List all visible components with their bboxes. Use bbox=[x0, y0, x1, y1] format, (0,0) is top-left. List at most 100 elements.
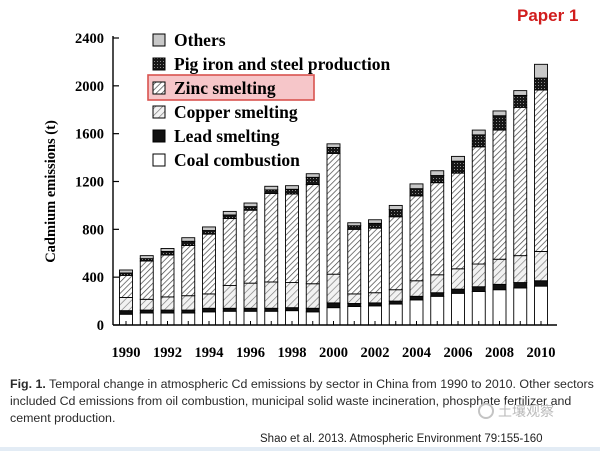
bar-segment bbox=[264, 193, 279, 283]
bar-segment bbox=[119, 274, 133, 298]
bars-group bbox=[119, 63, 548, 326]
bar-segment bbox=[264, 185, 279, 191]
bar-segment bbox=[139, 260, 154, 300]
x-tick-label: 2008 bbox=[485, 345, 514, 361]
bar-segment bbox=[181, 237, 196, 242]
bar-segment bbox=[471, 129, 486, 136]
legend-label: Copper smelting bbox=[174, 102, 298, 122]
bar-segment bbox=[471, 291, 486, 326]
bar-segment bbox=[534, 285, 548, 326]
bar-segment bbox=[368, 292, 382, 304]
bar-segment bbox=[492, 115, 507, 131]
caption-text: Temporal change in atmospheric Cd emissi… bbox=[10, 377, 594, 425]
bar-segment bbox=[471, 263, 486, 288]
x-tick-label: 1996 bbox=[236, 345, 265, 361]
bar-segment bbox=[430, 170, 445, 176]
ticks-group: 0 400 800 1200 1600 2000 2400 1990 1992 1994 1996 1… bbox=[75, 31, 556, 361]
bar-segment bbox=[326, 273, 341, 304]
bar-segment bbox=[492, 283, 507, 291]
bottom-bar bbox=[0, 447, 600, 451]
bar-segment bbox=[430, 295, 445, 326]
bar-segment bbox=[305, 173, 320, 178]
bar-segment bbox=[368, 219, 382, 224]
bar-segment bbox=[451, 160, 465, 174]
bar-segment bbox=[409, 183, 424, 190]
y-tick-label: 0 bbox=[97, 318, 104, 334]
y-tick-label: 1200 bbox=[75, 175, 104, 191]
bar-segment bbox=[347, 228, 362, 295]
legend-label: Zinc smelting bbox=[174, 78, 276, 98]
bar-segment bbox=[534, 63, 548, 79]
bar-segment bbox=[139, 298, 154, 311]
bar-segment bbox=[326, 302, 341, 309]
bar-segment bbox=[388, 204, 403, 211]
legend-swatch bbox=[152, 129, 166, 143]
bar-segment bbox=[534, 251, 548, 282]
x-tick-label: 2006 bbox=[444, 345, 473, 361]
bar-segment bbox=[202, 233, 216, 295]
bar-segment bbox=[347, 225, 362, 230]
bar-segment bbox=[451, 268, 465, 290]
bar-segment bbox=[202, 226, 216, 231]
bar-segment bbox=[160, 296, 175, 311]
bar-segment bbox=[326, 152, 341, 275]
bar-segment bbox=[181, 245, 196, 297]
bar-segment bbox=[202, 230, 216, 235]
y-tick-label: 1600 bbox=[75, 127, 104, 143]
bar-segment bbox=[492, 129, 507, 260]
bar-segment bbox=[222, 218, 237, 286]
figure-caption: Fig. 1. Temporal change in atmospheric C… bbox=[10, 376, 595, 427]
legend-swatch bbox=[152, 153, 166, 167]
bar-segment bbox=[160, 254, 175, 298]
bar-segment bbox=[513, 94, 528, 108]
bar-segment bbox=[409, 188, 424, 197]
bar-segment bbox=[160, 251, 175, 256]
bar-segment bbox=[451, 155, 465, 162]
bar-segment bbox=[264, 281, 279, 309]
x-tick-label: 2010 bbox=[527, 345, 556, 361]
bar-segment bbox=[222, 285, 237, 309]
x-tick-label: 1990 bbox=[112, 345, 141, 361]
bar-segment bbox=[285, 282, 299, 309]
bar-segment bbox=[202, 293, 216, 309]
bar-segment bbox=[409, 280, 424, 297]
legend-swatch bbox=[152, 81, 166, 95]
bar-segment bbox=[326, 143, 341, 148]
bar-segment bbox=[471, 286, 486, 292]
bar-segment bbox=[409, 195, 424, 282]
bar-segment bbox=[243, 202, 258, 208]
legend-swatch bbox=[152, 57, 166, 71]
legend-swatch bbox=[152, 105, 166, 119]
y-tick-label: 800 bbox=[82, 222, 104, 238]
bar-segment bbox=[347, 222, 362, 227]
bar-segment bbox=[305, 176, 320, 185]
bar-segment bbox=[513, 90, 528, 96]
bar-segment bbox=[409, 295, 424, 301]
bar-segment bbox=[202, 307, 216, 313]
bar-segment bbox=[492, 258, 507, 285]
bar-segment bbox=[388, 209, 403, 218]
bar-segment bbox=[243, 206, 258, 211]
bar-segment bbox=[326, 146, 341, 154]
caption-label: Fig. 1. bbox=[10, 377, 46, 391]
bar-segment bbox=[471, 134, 486, 148]
y-tick-label: 2400 bbox=[75, 31, 104, 47]
bar-segment bbox=[243, 282, 258, 309]
bar-segment bbox=[368, 222, 382, 229]
legend: Others Pig iron and steel production Zinc … bbox=[147, 30, 390, 170]
bar-segment bbox=[451, 288, 465, 294]
bar-segment bbox=[119, 269, 133, 274]
legend-label: Others bbox=[174, 30, 226, 50]
bar-segment bbox=[430, 274, 445, 294]
x-tick-label: 1998 bbox=[278, 345, 307, 361]
bar-segment bbox=[534, 280, 548, 287]
x-tick-label: 2004 bbox=[402, 345, 431, 361]
x-tick-label: 2002 bbox=[361, 345, 390, 361]
stacked-bar-chart: 0 400 800 1200 1600 2000 2400 1990 1992 1994 1996 1… bbox=[43, 30, 557, 361]
x-tick-label: 1994 bbox=[195, 345, 224, 361]
bar-segment bbox=[139, 255, 154, 260]
bar-segment bbox=[160, 248, 175, 252]
bar-segment bbox=[305, 307, 320, 313]
x-tick-label: 1992 bbox=[153, 345, 182, 361]
bar-segment bbox=[513, 287, 528, 326]
